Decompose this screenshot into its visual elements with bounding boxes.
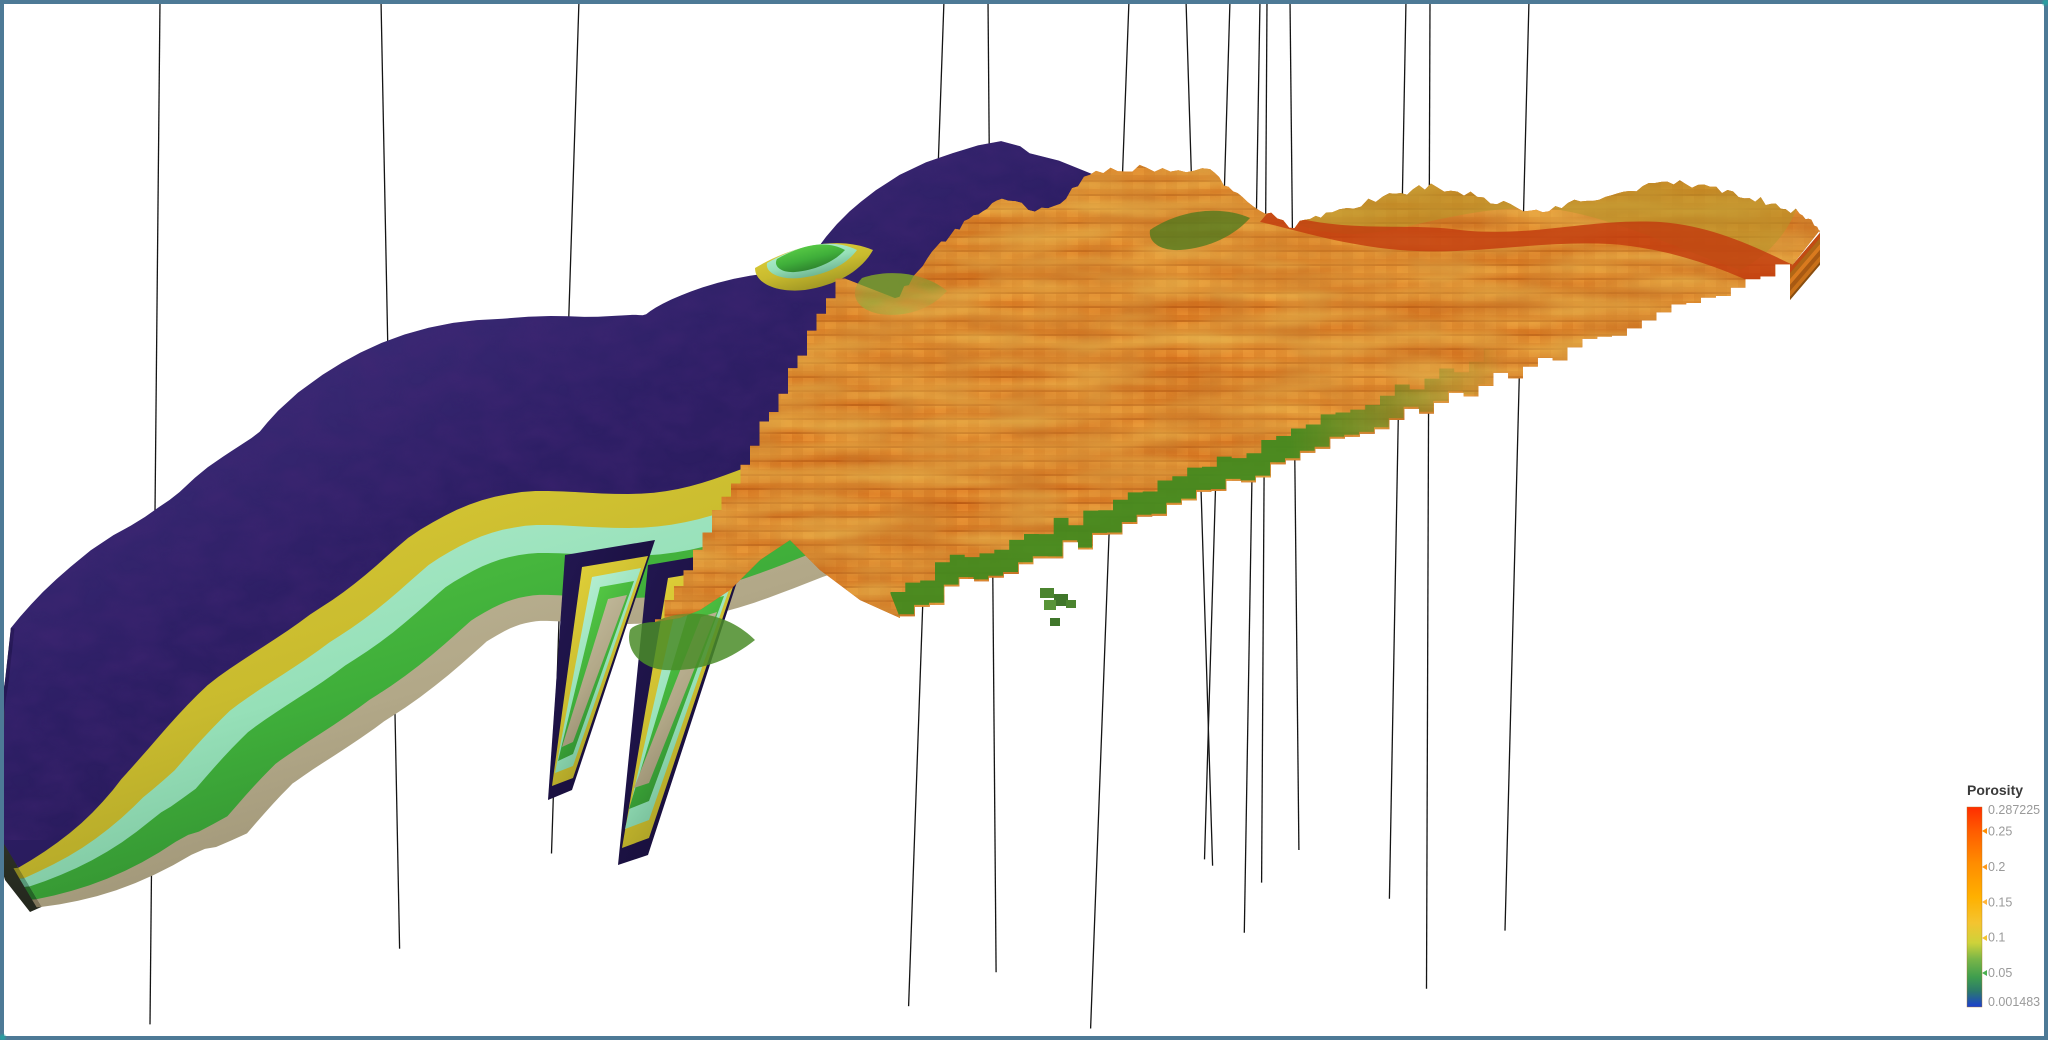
svg-text:0.001483: 0.001483 [1988, 995, 2040, 1009]
svg-text:0.05: 0.05 [1988, 966, 2012, 980]
svg-text:0.2: 0.2 [1988, 860, 2005, 874]
svg-text:0.15: 0.15 [1988, 896, 2012, 910]
svg-text:0.25: 0.25 [1988, 825, 2012, 839]
svg-text:Porosity: Porosity [1967, 782, 2023, 798]
svg-text:0.287225: 0.287225 [1988, 803, 2040, 817]
svg-text:0.1: 0.1 [1988, 931, 2005, 945]
